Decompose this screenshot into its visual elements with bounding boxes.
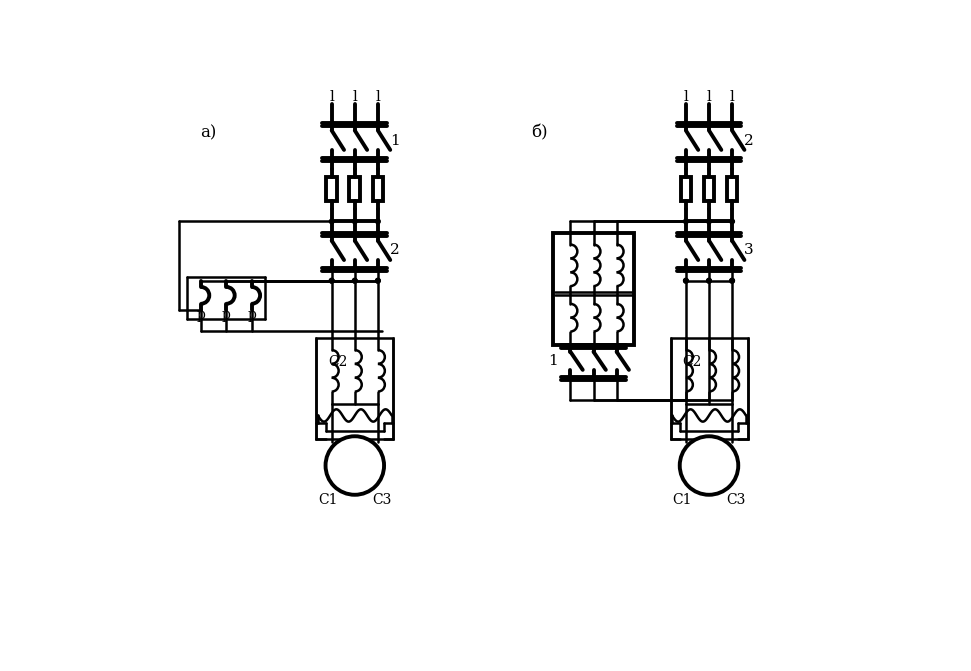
Text: р: р xyxy=(196,309,205,322)
Bar xyxy=(326,176,337,201)
Text: б): б) xyxy=(531,124,548,142)
Circle shape xyxy=(325,436,385,495)
Circle shape xyxy=(352,219,357,223)
Text: р: р xyxy=(221,309,231,322)
Circle shape xyxy=(684,278,688,283)
Circle shape xyxy=(376,278,381,283)
Bar xyxy=(373,176,384,201)
Text: C3: C3 xyxy=(726,493,746,507)
Bar xyxy=(317,338,393,439)
Circle shape xyxy=(376,278,381,283)
Circle shape xyxy=(707,278,712,283)
Text: C2: C2 xyxy=(328,354,348,368)
Text: l: l xyxy=(707,91,712,105)
Circle shape xyxy=(680,436,738,495)
Bar xyxy=(704,176,715,201)
Circle shape xyxy=(707,219,712,223)
Text: 1: 1 xyxy=(390,134,400,148)
Circle shape xyxy=(352,278,357,283)
Text: l: l xyxy=(352,91,357,105)
Text: l: l xyxy=(684,91,688,105)
Text: а): а) xyxy=(200,124,217,142)
Circle shape xyxy=(707,278,712,283)
Circle shape xyxy=(329,278,334,283)
Bar xyxy=(553,233,633,345)
Text: р: р xyxy=(248,309,256,322)
Text: C1: C1 xyxy=(672,493,691,507)
Bar xyxy=(681,176,691,201)
Text: l: l xyxy=(376,91,381,105)
Text: 3: 3 xyxy=(744,243,753,257)
Circle shape xyxy=(329,219,334,223)
Circle shape xyxy=(730,278,734,283)
Text: l: l xyxy=(729,91,734,105)
Bar xyxy=(350,176,360,201)
Circle shape xyxy=(684,219,688,223)
Bar xyxy=(671,338,748,439)
Bar xyxy=(726,176,738,201)
Text: l: l xyxy=(329,91,334,105)
Circle shape xyxy=(684,278,688,283)
Circle shape xyxy=(730,278,734,283)
Text: C1: C1 xyxy=(318,493,338,507)
Circle shape xyxy=(352,278,357,283)
Circle shape xyxy=(730,219,734,223)
Text: C2: C2 xyxy=(683,354,702,368)
Text: C3: C3 xyxy=(372,493,391,507)
Text: 1: 1 xyxy=(549,354,558,368)
Circle shape xyxy=(376,219,381,223)
Text: 2: 2 xyxy=(390,243,400,257)
Circle shape xyxy=(329,278,334,283)
Text: 2: 2 xyxy=(744,134,753,148)
